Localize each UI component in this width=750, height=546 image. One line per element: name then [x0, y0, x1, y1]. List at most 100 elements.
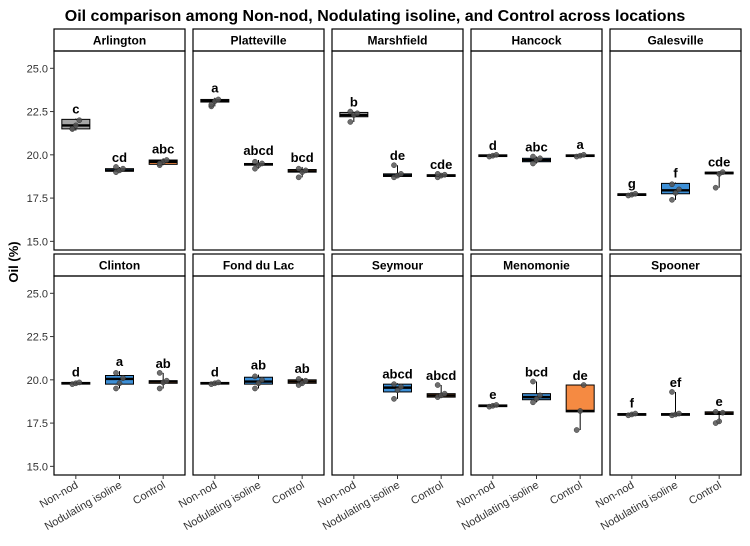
- x-tick-label: Control: [270, 479, 307, 507]
- data-point: [116, 380, 123, 387]
- data-point: [156, 370, 163, 376]
- y-axis-title: Oil (%): [6, 241, 21, 282]
- significance-letter: abc: [525, 140, 547, 155]
- data-point: [537, 155, 543, 162]
- data-point: [113, 370, 119, 376]
- significance-letter: a: [116, 354, 124, 369]
- data-point: [391, 381, 397, 387]
- chart-title: Oil comparison among Non-nod, Nodulating…: [65, 8, 686, 25]
- data-point: [530, 160, 536, 167]
- data-point: [391, 162, 397, 169]
- data-point: [120, 375, 126, 381]
- data-point: [398, 171, 404, 177]
- facet-strip-label: Arlington: [93, 34, 146, 48]
- facet-panel-border: [53, 50, 186, 251]
- data-point: [530, 378, 536, 385]
- data-point: [215, 96, 222, 103]
- significance-letter: ab: [251, 358, 266, 373]
- significance-letter: a: [577, 137, 585, 152]
- data-point: [120, 165, 126, 172]
- significance-letter: g: [628, 176, 636, 191]
- data-point: [530, 153, 536, 160]
- data-point: [632, 410, 639, 417]
- data-point: [580, 152, 587, 158]
- facet-strip-label: Marshfield: [367, 34, 427, 48]
- data-point: [156, 385, 163, 392]
- y-tick-label: 20.0: [27, 375, 48, 387]
- significance-letter: abc: [152, 141, 174, 156]
- data-point: [354, 110, 361, 117]
- data-point: [163, 157, 170, 163]
- significance-letter: d: [72, 365, 80, 380]
- facet-strip-label: Menomonie: [503, 259, 570, 273]
- data-point: [208, 101, 215, 108]
- x-tick-label: Control: [548, 479, 585, 507]
- significance-letter: a: [211, 81, 219, 96]
- data-point: [69, 126, 76, 132]
- significance-letter: cde: [708, 154, 730, 169]
- y-tick-label: 15.0: [27, 236, 48, 248]
- facet-strip-label: Seymour: [372, 259, 424, 273]
- data-point: [669, 181, 675, 188]
- data-point: [533, 396, 540, 402]
- significance-letter: c: [72, 101, 79, 116]
- box: [565, 384, 595, 413]
- data-point: [580, 382, 587, 388]
- data-point: [398, 383, 404, 390]
- significance-letter: ab: [156, 356, 171, 371]
- y-tick-label: 20.0: [27, 150, 48, 162]
- y-tick-label: 22.5: [27, 107, 48, 119]
- data-point: [259, 377, 265, 383]
- data-point: [252, 158, 258, 165]
- data-point: [302, 167, 309, 174]
- data-point: [537, 392, 543, 399]
- significance-letter: b: [350, 95, 358, 110]
- y-tick-label: 17.5: [27, 193, 48, 205]
- data-point: [156, 160, 163, 167]
- data-point: [530, 399, 536, 406]
- data-point: [493, 402, 500, 408]
- data-point: [434, 382, 441, 388]
- data-point: [76, 117, 83, 124]
- significance-letter: cde: [430, 157, 452, 172]
- significance-letter: ef: [670, 375, 682, 390]
- x-tick-label: Nodulating isoline: [43, 479, 124, 533]
- data-point: [295, 174, 302, 181]
- data-point: [573, 427, 580, 433]
- significance-letter: d: [489, 138, 497, 153]
- data-point: [672, 190, 679, 196]
- facet-strip-label: Galesville: [647, 34, 703, 48]
- facet-panel-border: [470, 50, 603, 251]
- significance-letter: e: [716, 394, 723, 409]
- facet-panel-border: [609, 50, 742, 251]
- facet-strip-label: Clinton: [99, 259, 140, 273]
- data-point: [719, 169, 726, 175]
- y-tick-label: 25.0: [27, 63, 48, 75]
- x-tick-label: Nodulating isoline: [321, 479, 402, 533]
- data-point: [676, 410, 682, 417]
- x-tick-label: Control: [409, 479, 446, 507]
- data-point: [113, 385, 119, 392]
- data-point: [391, 396, 397, 402]
- facet-strip-label: Hancock: [511, 34, 561, 48]
- data-point: [676, 186, 682, 193]
- data-point: [493, 152, 500, 158]
- data-point: [712, 409, 719, 415]
- significance-letter: d: [211, 365, 219, 380]
- significance-letter: de: [390, 148, 405, 163]
- y-tick-label: 25.0: [27, 288, 48, 300]
- data-point: [295, 376, 302, 382]
- data-point: [163, 377, 170, 384]
- data-point: [73, 122, 79, 129]
- data-point: [76, 379, 83, 386]
- facet-strip-label: Platteville: [230, 34, 286, 48]
- data-point: [295, 165, 302, 172]
- data-point: [441, 171, 448, 178]
- x-tick-label: Control: [687, 479, 724, 507]
- significance-letter: de: [573, 368, 588, 383]
- data-point: [632, 190, 639, 197]
- significance-letter: abcd: [243, 143, 273, 158]
- data-point: [113, 164, 119, 170]
